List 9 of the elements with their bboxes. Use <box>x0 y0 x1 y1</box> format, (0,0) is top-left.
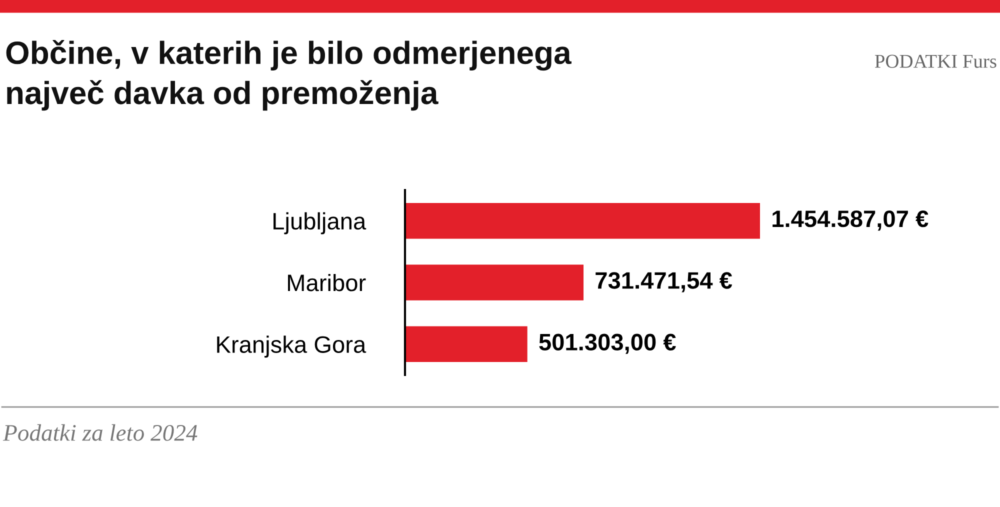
data-label: 501.303,00 € <box>539 334 676 354</box>
text: PODATKI Furs <box>874 54 996 68</box>
text: Podatki za leto 2024 <box>2 424 198 441</box>
data-label: 731.471,54 € <box>596 272 732 292</box>
y-tick-label: Kranjska Gora <box>217 336 366 358</box>
chart-title: Občine, v katerih je bilo odmerjenega največ davka od premoženja <box>6 40 572 111</box>
y-tick-label: Maribor <box>288 274 366 292</box>
y-tick-label: Ljubljana <box>274 212 366 234</box>
data-label: 1.454.587,07 € <box>772 210 928 231</box>
